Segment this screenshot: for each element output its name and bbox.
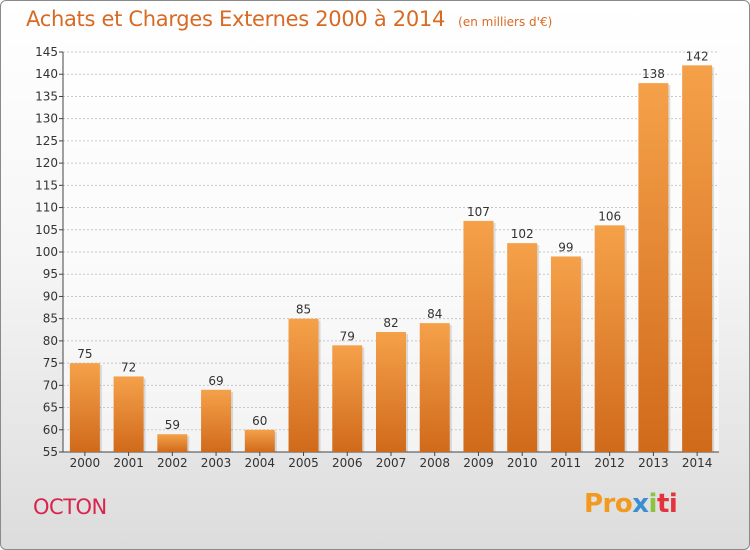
bar bbox=[332, 345, 363, 452]
bar-value-label: 106 bbox=[598, 209, 621, 223]
x-tick-label: 2009 bbox=[463, 456, 494, 470]
bar bbox=[376, 332, 406, 452]
logo-part-3: i bbox=[648, 489, 658, 519]
y-tick-label: 55 bbox=[43, 445, 58, 459]
x-tick-label: 2012 bbox=[594, 456, 625, 470]
x-tick-label: 2001 bbox=[113, 456, 144, 470]
bar-value-label: 69 bbox=[208, 374, 223, 388]
bar-value-label: 99 bbox=[558, 240, 573, 254]
bar-value-label: 59 bbox=[165, 418, 180, 432]
chart-title: Achats et Charges Externes 2000 à 2014 (… bbox=[26, 7, 552, 31]
commune-name: OCTON bbox=[33, 495, 107, 519]
logo-part-2: x bbox=[632, 489, 649, 519]
bar bbox=[288, 318, 319, 452]
y-tick-label: 145 bbox=[35, 45, 58, 59]
bar-value-label: 75 bbox=[77, 347, 92, 361]
bar bbox=[201, 389, 232, 452]
x-tick-label: 2010 bbox=[507, 456, 538, 470]
y-tick-label: 100 bbox=[35, 245, 58, 259]
bar-value-label: 72 bbox=[121, 360, 136, 374]
x-tick-label: 2007 bbox=[376, 456, 407, 470]
x-tick-label: 2008 bbox=[419, 456, 450, 470]
proxiti-logo[interactable]: Proxiti bbox=[584, 489, 678, 519]
y-tick-label: 75 bbox=[43, 356, 58, 370]
y-tick-label: 130 bbox=[35, 112, 58, 126]
y-tick-label: 135 bbox=[35, 89, 58, 103]
y-tick-label: 90 bbox=[43, 289, 58, 303]
y-tick-label: 60 bbox=[43, 423, 58, 437]
bar bbox=[638, 83, 669, 452]
bar-value-label: 79 bbox=[340, 329, 355, 343]
x-tick-label: 2013 bbox=[638, 456, 669, 470]
bar-value-label: 102 bbox=[511, 227, 534, 241]
x-tick-label: 2003 bbox=[201, 456, 232, 470]
x-tick-label: 2005 bbox=[288, 456, 319, 470]
y-tick-label: 95 bbox=[43, 267, 58, 281]
bar bbox=[463, 220, 494, 452]
chart-title-text: Achats et Charges Externes 2000 à 2014 bbox=[26, 7, 446, 31]
bar bbox=[157, 434, 188, 452]
bar-value-label: 142 bbox=[686, 49, 709, 63]
y-tick-label: 65 bbox=[43, 401, 58, 415]
y-tick-label: 105 bbox=[35, 223, 58, 237]
bar bbox=[594, 225, 625, 452]
x-tick-label: 2006 bbox=[332, 456, 363, 470]
y-tick-label: 70 bbox=[43, 378, 58, 392]
bar bbox=[69, 363, 100, 452]
y-tick-label: 115 bbox=[35, 178, 58, 192]
bar bbox=[507, 243, 538, 452]
x-tick-label: 2011 bbox=[551, 456, 582, 470]
y-tick-label: 85 bbox=[43, 312, 58, 326]
bar-value-label: 85 bbox=[296, 303, 311, 317]
x-tick-label: 2000 bbox=[70, 456, 101, 470]
bar bbox=[550, 256, 581, 452]
bar-value-label: 60 bbox=[252, 414, 267, 428]
bar bbox=[682, 65, 713, 452]
y-tick-label: 120 bbox=[35, 156, 58, 170]
bar bbox=[419, 323, 450, 452]
x-tick-label: 2004 bbox=[245, 456, 276, 470]
bar bbox=[244, 429, 275, 452]
chart-unit: (en milliers d'€) bbox=[458, 15, 553, 29]
bar-value-label: 107 bbox=[467, 205, 490, 219]
y-tick-label: 140 bbox=[35, 67, 58, 81]
logo-part-1: Pro bbox=[584, 489, 633, 519]
x-tick-label: 2002 bbox=[157, 456, 188, 470]
bar-value-label: 84 bbox=[427, 307, 442, 321]
bar-value-label: 138 bbox=[642, 67, 665, 81]
bar bbox=[113, 376, 144, 452]
y-tick-label: 80 bbox=[43, 334, 58, 348]
x-tick-label: 2014 bbox=[682, 456, 713, 470]
y-tick-label: 110 bbox=[35, 201, 58, 215]
logo-part-4: ti bbox=[656, 489, 678, 519]
bar-value-label: 82 bbox=[383, 316, 398, 330]
y-tick-label: 125 bbox=[35, 134, 58, 148]
